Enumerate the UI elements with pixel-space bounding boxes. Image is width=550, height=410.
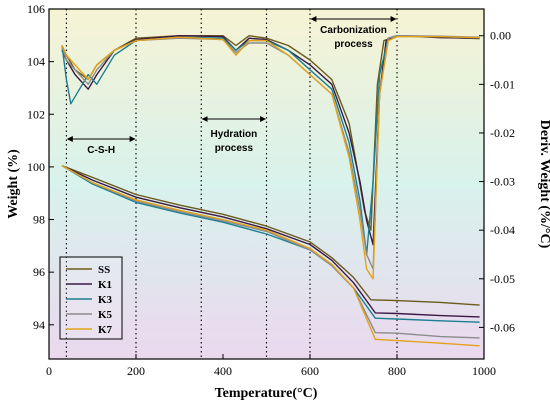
legend-label-k5: K5 bbox=[98, 309, 113, 321]
weight-line-k1 bbox=[61, 164, 480, 318]
y2-axis-title: Deriv. Weight (%/°C) bbox=[537, 120, 550, 249]
weight-line-ss bbox=[61, 164, 480, 306]
x-tick-label: 400 bbox=[214, 364, 232, 378]
deriv-series bbox=[61, 35, 480, 280]
x-axis: 0 200 400 600 800 1000 bbox=[46, 354, 496, 378]
x-tick-label: 0 bbox=[46, 364, 52, 378]
annotation-label: Hydration bbox=[211, 129, 258, 140]
plot-frame bbox=[48, 8, 485, 360]
y2-tick-label: -0.03 bbox=[490, 175, 515, 189]
y-tick-label: 98 bbox=[33, 213, 45, 227]
weight-line-k5 bbox=[61, 164, 480, 339]
legend: SS K1 K3 K5 K7 bbox=[59, 256, 123, 340]
annotation-label: process bbox=[334, 39, 373, 50]
annotation-label: process bbox=[215, 143, 254, 154]
annotation-label: Carbonization bbox=[320, 25, 387, 36]
y2-tick-label: -0.02 bbox=[490, 126, 515, 140]
y2-tick-label: -0.06 bbox=[490, 320, 515, 334]
annotations: C-S-H Hydration process Carbonization proces… bbox=[66, 16, 397, 156]
legend-label-ss: SS bbox=[98, 264, 110, 276]
annotation-label: C-S-H bbox=[87, 145, 115, 156]
y-tick-label: 100 bbox=[27, 160, 45, 174]
x-tick-label: 600 bbox=[301, 364, 319, 378]
y2-tick-label: -0.05 bbox=[490, 272, 515, 286]
y-tick-label: 106 bbox=[27, 2, 45, 16]
y-axis-title: Weight (%) bbox=[6, 149, 21, 219]
y2-tick-label: 0.00 bbox=[490, 29, 511, 43]
legend-label-k1: K1 bbox=[98, 279, 112, 291]
y-axis-left: 94 96 98 100 102 104 106 bbox=[27, 2, 54, 332]
legend-label-k7: K7 bbox=[98, 324, 113, 336]
deriv-line-k7 bbox=[61, 36, 480, 280]
y2-tick-label: -0.04 bbox=[490, 223, 515, 237]
y-axis-right: 0.00 -0.01 -0.02 -0.03 -0.04 -0.05 -0.06 bbox=[479, 29, 515, 334]
x-axis-title: Temperature(°C) bbox=[215, 386, 318, 401]
y-tick-label: 104 bbox=[27, 55, 45, 69]
y-tick-label: 102 bbox=[27, 107, 45, 121]
y2-tick-label: -0.01 bbox=[490, 77, 515, 91]
y-tick-label: 96 bbox=[33, 265, 45, 279]
x-tick-label: 1000 bbox=[472, 364, 496, 378]
legend-label-k3: K3 bbox=[98, 294, 113, 306]
legend-box bbox=[59, 256, 123, 340]
x-tick-label: 800 bbox=[388, 364, 406, 378]
weight-series bbox=[61, 164, 480, 347]
y-tick-label: 94 bbox=[33, 318, 45, 332]
weight-line-k7 bbox=[61, 164, 480, 347]
x-tick-label: 200 bbox=[127, 364, 145, 378]
